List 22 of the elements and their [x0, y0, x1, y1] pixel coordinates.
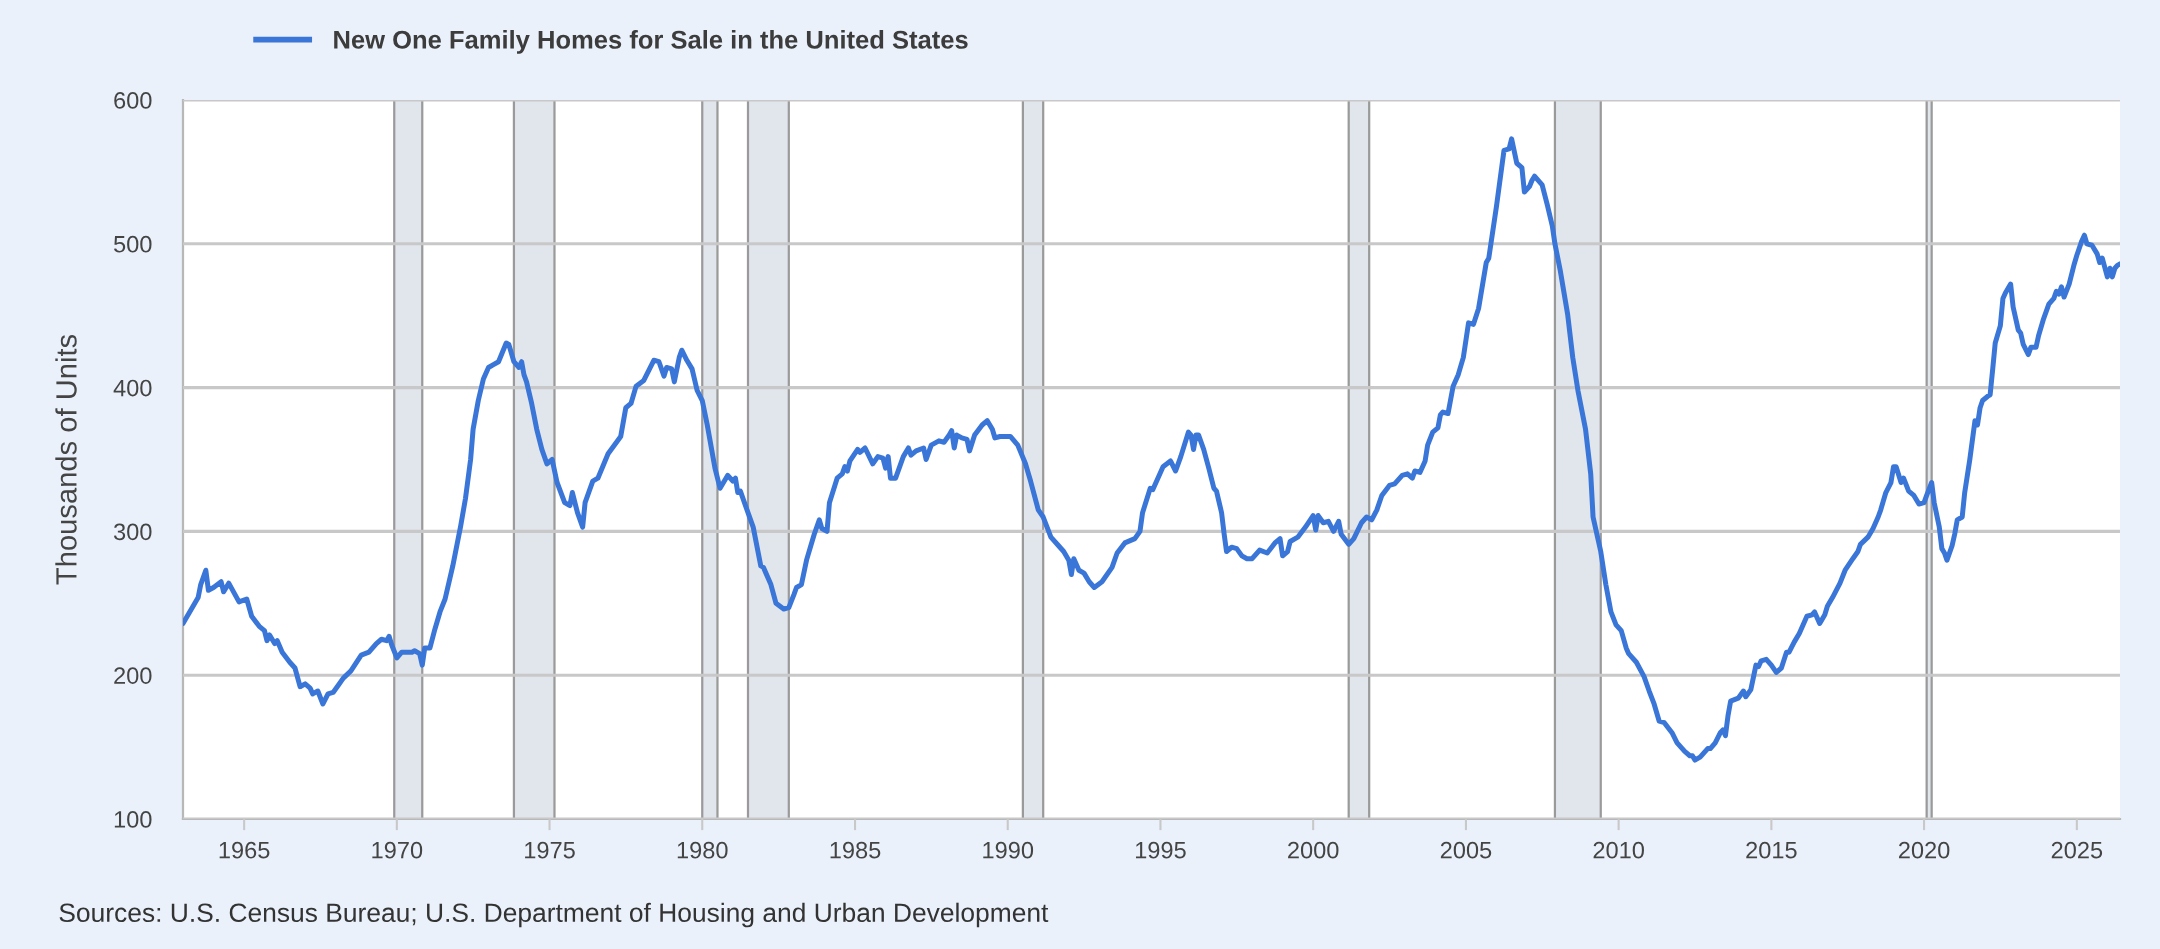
x-tick-label: 1985 [830, 841, 881, 859]
x-tick-label: 1965 [219, 841, 270, 859]
x-tick-label: 1980 [677, 841, 728, 859]
x-tick-label: 2015 [1746, 841, 1797, 859]
x-tick-label: 2025 [2051, 841, 2103, 859]
y-tick-label: 400 [113, 379, 152, 397]
x-tick-label: 1970 [372, 841, 423, 859]
y-tick-label: 300 [113, 523, 152, 541]
y-tick-label: 500 [114, 235, 152, 253]
x-tick-label: 2010 [1593, 841, 1644, 859]
y-tick-label: 200 [114, 667, 152, 684]
y-tick-label: 100 [114, 811, 152, 828]
x-tick-label: 1975 [525, 841, 575, 859]
x-tick-label: 2005 [1440, 841, 1492, 859]
x-tick-label: 2000 [1288, 841, 1339, 859]
x-tick-label: 1990 [983, 841, 1034, 859]
legend-label: New One Family Homes for Sale in the United States [334, 30, 968, 54]
x-tick-label: 2020 [1898, 841, 1950, 859]
y-tick-label: 600 [114, 92, 152, 109]
y-axis-title: Thousands of Units [55, 334, 77, 585]
source-note: Sources: U.S. Census Bureau; U.S. Department of Housing and Urban Development [59, 902, 1049, 928]
x-tick-label: 1995 [1135, 841, 1186, 859]
